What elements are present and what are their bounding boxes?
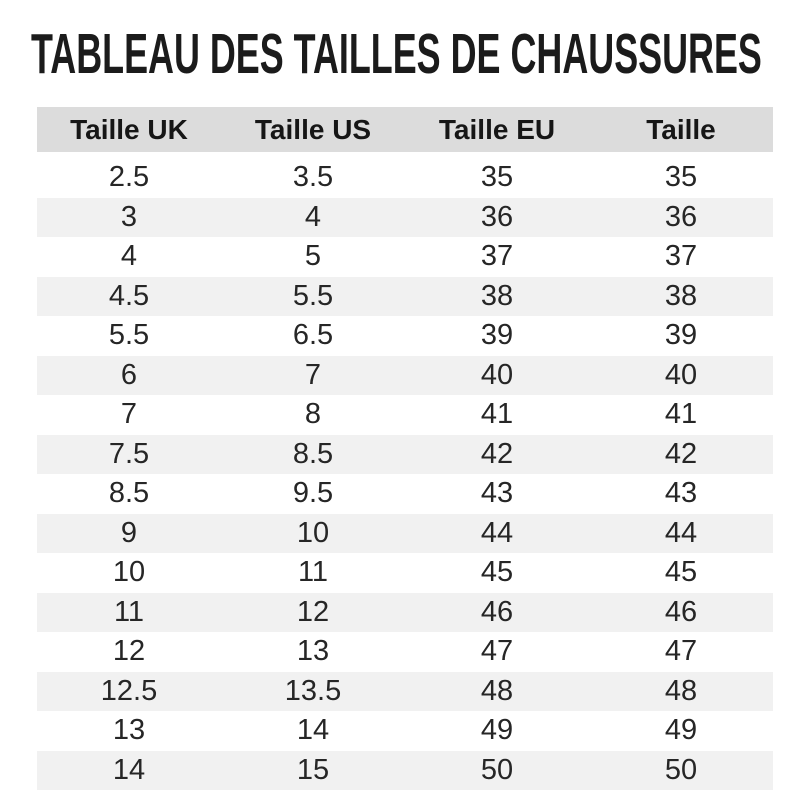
table-cell: 7.5: [108, 437, 150, 470]
table-cell: 41: [664, 398, 698, 430]
table-row: 7.5 8.5 42 42: [37, 434, 773, 474]
table-cell: 48: [480, 674, 514, 707]
table-cell: 41: [480, 398, 514, 430]
table-cell: 4.5: [108, 279, 150, 312]
table-cell: 13: [112, 714, 146, 746]
column-header-taille-eu: Taille EU: [438, 114, 556, 145]
table-cell: 37: [480, 240, 514, 272]
table-cell: 2.5: [108, 161, 150, 193]
table-cell: 13.5: [284, 674, 342, 707]
table-cell: 37: [664, 240, 698, 272]
table-cell: 46: [664, 595, 698, 628]
table-cell: 49: [480, 714, 514, 746]
table-row: 5.5 6.5 39 39: [37, 316, 773, 356]
table-cell: 47: [664, 635, 698, 667]
table-row: 10 11 45 45: [37, 553, 773, 593]
table-cell: 11: [113, 595, 145, 628]
table-cell: 5.5: [108, 319, 150, 351]
table-cell: 9.5: [292, 477, 334, 509]
table-cell: 10: [112, 556, 146, 588]
table-cell: 49: [664, 714, 698, 746]
table-cell: 40: [480, 358, 514, 391]
table-cell: 47: [480, 635, 514, 667]
table-cell: 46: [480, 595, 514, 628]
table-cell: 12: [112, 635, 146, 667]
table-cell: 35: [664, 161, 698, 193]
table-cell: 38: [664, 279, 698, 312]
table-cell: 6: [120, 358, 138, 391]
column-header-taille: Taille: [646, 114, 716, 145]
table-cell: 9: [120, 516, 138, 549]
table-cell: 7: [304, 358, 322, 391]
table-cell: 50: [664, 753, 698, 786]
table-cell: 43: [664, 477, 698, 509]
table-body: 2.5 3.5 35 35 3 4 36 36 4 5 37 37 4.5 5.…: [37, 158, 773, 790]
table-cell: 39: [664, 319, 698, 351]
table-row: 6 7 40 40: [37, 355, 773, 395]
table-cell: 42: [664, 437, 698, 470]
table-row: 8.5 9.5 43 43: [37, 474, 773, 514]
table-cell: 44: [664, 516, 698, 549]
column-header-taille-us: Taille US: [254, 114, 372, 145]
table-cell: 45: [480, 556, 514, 588]
table-cell: 38: [480, 279, 514, 312]
table-cell: 3: [120, 200, 138, 233]
table-cell: 36: [664, 200, 698, 233]
table-cell: 7: [120, 398, 138, 430]
table-cell: 14: [112, 753, 146, 786]
table-cell: 42: [480, 437, 514, 470]
table-row: 12 13 47 47: [37, 632, 773, 672]
table-cell: 43: [480, 477, 514, 509]
column-header-taille-uk: Taille UK: [70, 114, 188, 145]
table-cell: 40: [664, 358, 698, 391]
table-cell: 39: [480, 319, 514, 351]
table-cell: 14: [296, 714, 330, 746]
table-cell: 11: [297, 556, 329, 588]
table-cell: 8.5: [292, 437, 334, 470]
table-cell: 4: [120, 240, 138, 272]
table-cell: 44: [480, 516, 514, 549]
table-row: 14 15 50 50: [37, 750, 773, 790]
table-cell: 8.5: [108, 477, 150, 509]
page-title: TABLEAU DES TAILLES DE CHAUSSURES: [31, 22, 762, 86]
table-cell: 3.5: [292, 161, 334, 193]
table-cell: 5.5: [292, 279, 334, 312]
table-cell: 15: [296, 753, 330, 786]
table-row: 2.5 3.5 35 35: [37, 158, 773, 198]
table-row: 3 4 36 36: [37, 197, 773, 237]
table-cell: 45: [664, 556, 698, 588]
table-cell: 48: [664, 674, 698, 707]
table-row: 4.5 5.5 38 38: [37, 276, 773, 316]
table-row: 13 14 49 49: [37, 711, 773, 751]
table-cell: 6.5: [292, 319, 334, 351]
table-row: 9 10 44 44: [37, 513, 773, 553]
table-row: 11 12 46 46: [37, 592, 773, 632]
table-cell: 36: [480, 200, 514, 233]
table-cell: 10: [296, 516, 330, 549]
table-row: 7 8 41 41: [37, 395, 773, 435]
table-header-row: Taille UK Taille US Taille EU Taille: [37, 107, 773, 152]
table-cell: 35: [480, 161, 514, 193]
table-row: 4 5 37 37: [37, 237, 773, 277]
table-cell: 12: [296, 595, 330, 628]
table-cell: 12.5: [100, 674, 158, 707]
table-cell: 8: [304, 398, 322, 430]
table-cell: 4: [304, 200, 322, 233]
table-row: 12.5 13.5 48 48: [37, 671, 773, 711]
size-conversion-table: Taille UK Taille US Taille EU Taille 2.5…: [37, 107, 773, 790]
table-cell: 13: [296, 635, 330, 667]
table-cell: 50: [480, 753, 514, 786]
table-cell: 5: [304, 240, 322, 272]
